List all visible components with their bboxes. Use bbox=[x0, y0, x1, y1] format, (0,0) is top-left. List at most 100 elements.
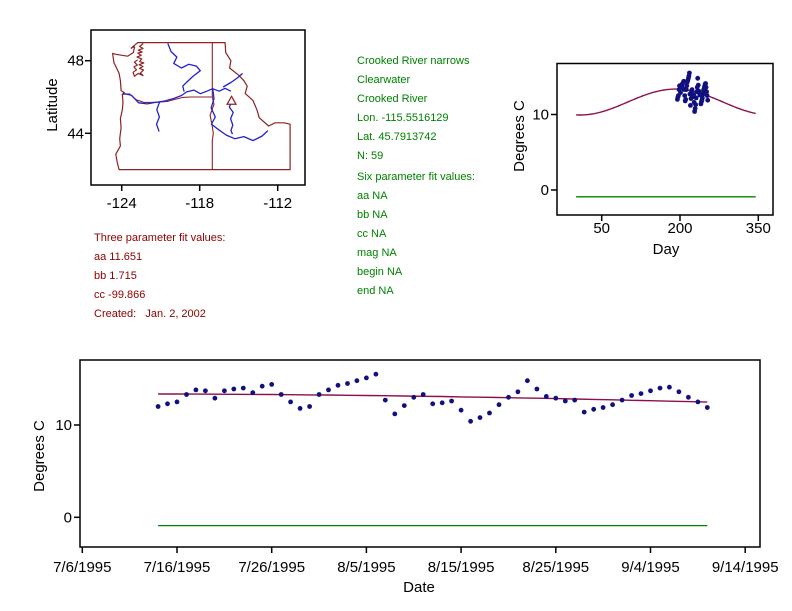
timeseries-data-point bbox=[619, 397, 625, 403]
site-info-line: Lon. -115.5516129 bbox=[357, 112, 449, 124]
timeseries-data-point bbox=[269, 382, 275, 387]
river-line bbox=[155, 102, 161, 132]
timeseries-data-point bbox=[676, 389, 682, 395]
timeseries-data-point bbox=[250, 390, 256, 396]
timeseries-data-point bbox=[193, 387, 199, 393]
timeseries-data-point bbox=[326, 387, 331, 393]
timeseries-data-point bbox=[487, 410, 492, 416]
six-parameter-block: Six parameter fit values: aa NA bb NA cc NA… bbox=[357, 168, 475, 301]
map-y-axis-title: Latitude bbox=[44, 78, 61, 131]
map-x-tick-label: -118 bbox=[185, 195, 214, 212]
three-parameter-line: Created: Jan. 2, 2002 bbox=[94, 308, 206, 320]
seasonal-data-point bbox=[688, 103, 693, 108]
timeseries-x-tick-label: 9/14/1995 bbox=[712, 559, 779, 576]
timeseries-data-point bbox=[316, 392, 322, 397]
timeseries-x-tick-label: 9/4/1995 bbox=[621, 559, 679, 576]
map-y-tick-label: 48 bbox=[67, 53, 84, 70]
three-parameter-block: Three parameter fit values: aa 11.651 bb 1… bbox=[94, 229, 225, 324]
timeseries-data-point bbox=[203, 388, 208, 394]
seasonal-y-tick-label: 10 bbox=[532, 107, 549, 124]
site-marker-triangle bbox=[226, 95, 238, 105]
seasonal-x-tick-label: 200 bbox=[667, 220, 692, 237]
seasonal-data-point bbox=[700, 95, 705, 101]
timeseries-data-point bbox=[364, 375, 369, 381]
timeseries-data-point bbox=[439, 400, 445, 406]
timeseries-data-point bbox=[354, 378, 360, 384]
timeseries-data-point bbox=[638, 391, 644, 396]
three-parameter-line: cc -99.866 bbox=[94, 289, 146, 301]
site-info-line: Clearwater bbox=[357, 74, 411, 86]
six-parameter-line: Six parameter fit values: bbox=[357, 171, 475, 183]
timeseries-data-point bbox=[648, 388, 653, 394]
timeseries-data-point bbox=[506, 394, 511, 400]
six-parameter-line: bb NA bbox=[357, 209, 388, 221]
timeseries-data-point bbox=[458, 407, 464, 413]
timeseries-data-point bbox=[581, 409, 587, 415]
timeseries-data-point bbox=[335, 382, 341, 388]
timeseries-data-point bbox=[430, 401, 436, 407]
timeseries-data-point bbox=[704, 405, 710, 410]
timeseries-y-tick-label: 0 bbox=[64, 509, 72, 526]
timeseries-x-tick-label: 7/26/1995 bbox=[238, 559, 305, 576]
timeseries-data-point bbox=[307, 404, 312, 409]
timeseries-data-point bbox=[449, 398, 454, 404]
seasonal-x-axis-title: Day bbox=[653, 241, 680, 258]
river-line bbox=[228, 100, 234, 135]
timeseries-data-point bbox=[212, 395, 218, 401]
seasonal-data-point bbox=[693, 95, 699, 101]
seasonal-data-point bbox=[692, 106, 698, 111]
seasonal-data-point bbox=[695, 75, 701, 81]
timeseries-data-point bbox=[278, 392, 284, 397]
coastline-detail bbox=[132, 43, 145, 77]
three-parameter-line: aa 11.651 bbox=[94, 251, 143, 263]
timeseries-data-point bbox=[629, 393, 634, 398]
river-line bbox=[122, 87, 232, 105]
timeseries-frame bbox=[79, 359, 761, 548]
seasonal-y-tick-label: 0 bbox=[541, 182, 549, 199]
timeseries-data-point bbox=[420, 392, 426, 397]
site-info-block: Crooked River narrows Clearwater Crooked R… bbox=[357, 52, 469, 166]
state-border bbox=[209, 42, 215, 170]
timeseries-data-point bbox=[667, 384, 672, 390]
timeseries-data-point bbox=[477, 415, 483, 420]
timeseries-data-point bbox=[184, 392, 189, 397]
seasonal-data-point bbox=[695, 82, 701, 88]
map-x-tick-label: -124 bbox=[107, 195, 137, 212]
timeseries-data-point bbox=[392, 411, 398, 417]
timeseries-data-point bbox=[534, 386, 540, 392]
seasonal-data-point bbox=[700, 91, 706, 97]
seasonal-data-point bbox=[681, 78, 687, 84]
timeseries-data-point bbox=[591, 406, 597, 412]
six-parameter-line: cc NA bbox=[357, 228, 387, 240]
timeseries-data-point bbox=[515, 389, 521, 395]
timeseries-data-point bbox=[572, 397, 578, 403]
timeseries-data-point bbox=[401, 403, 407, 408]
timeseries-x-tick-label: 8/15/1995 bbox=[428, 559, 495, 576]
timeseries-data-point bbox=[496, 402, 502, 408]
timeseries-data-point bbox=[695, 399, 701, 405]
timeseries-x-tick-label: 7/16/1995 bbox=[144, 559, 211, 576]
six-parameter-line: end NA bbox=[357, 285, 394, 297]
seasonal-frame bbox=[556, 62, 774, 216]
seasonal-data-point bbox=[683, 87, 689, 92]
site-info-line: Lat. 45.7913742 bbox=[357, 131, 437, 143]
site-info-line: N: 59 bbox=[357, 150, 384, 162]
three-parameter-line: bb 1.715 bbox=[94, 270, 137, 282]
timeseries-data-point bbox=[468, 418, 473, 424]
six-parameter-line: mag NA bbox=[357, 247, 397, 259]
seasonal-data-point bbox=[683, 97, 689, 102]
timeseries-x-tick-label: 8/5/1995 bbox=[337, 559, 395, 576]
river-line bbox=[222, 72, 244, 88]
seasonal-data-point bbox=[687, 70, 692, 76]
timeseries-data-point bbox=[240, 385, 246, 391]
river-line bbox=[167, 43, 201, 92]
timeseries-data-point bbox=[543, 394, 549, 399]
timeseries-data-point bbox=[657, 385, 663, 391]
timeseries-x-tick-label: 8/25/1995 bbox=[522, 559, 589, 576]
timeseries-data-point bbox=[610, 402, 615, 408]
timeseries-data-point bbox=[525, 378, 530, 384]
timeseries-data-point bbox=[600, 405, 606, 410]
map-frame bbox=[90, 29, 306, 186]
seasonal-data-point bbox=[703, 81, 708, 86]
seasonal-x-tick-label: 350 bbox=[746, 220, 771, 237]
